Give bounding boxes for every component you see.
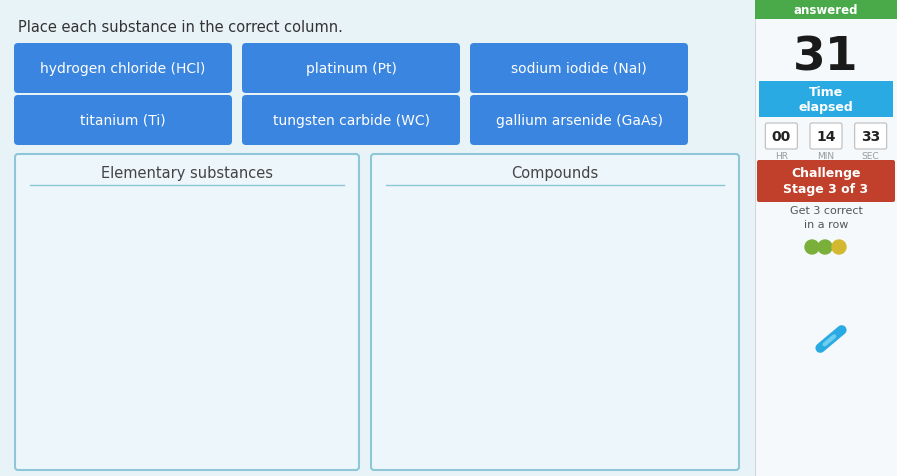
- FancyBboxPatch shape: [470, 96, 688, 146]
- Text: platinum (Pt): platinum (Pt): [306, 62, 396, 76]
- Text: titanium (Ti): titanium (Ti): [80, 114, 166, 128]
- Circle shape: [805, 240, 819, 255]
- Text: Elementary substances: Elementary substances: [101, 166, 273, 181]
- Text: 00: 00: [771, 130, 791, 144]
- FancyBboxPatch shape: [759, 82, 893, 118]
- Text: Compounds: Compounds: [511, 166, 598, 181]
- FancyBboxPatch shape: [14, 44, 232, 94]
- Text: Challenge
Stage 3 of 3: Challenge Stage 3 of 3: [783, 167, 868, 196]
- Text: 33: 33: [861, 130, 880, 144]
- FancyBboxPatch shape: [0, 0, 755, 476]
- Text: HR: HR: [775, 152, 788, 161]
- FancyBboxPatch shape: [371, 155, 739, 470]
- FancyBboxPatch shape: [242, 44, 460, 94]
- Text: gallium arsenide (GaAs): gallium arsenide (GaAs): [495, 114, 663, 128]
- Text: hydrogen chloride (HCl): hydrogen chloride (HCl): [40, 62, 205, 76]
- FancyBboxPatch shape: [757, 161, 895, 203]
- FancyBboxPatch shape: [470, 44, 688, 94]
- Text: MIN: MIN: [817, 152, 834, 161]
- FancyBboxPatch shape: [810, 124, 842, 149]
- Text: 31: 31: [793, 35, 858, 80]
- Text: Get 3 correct
in a row: Get 3 correct in a row: [789, 206, 862, 229]
- Circle shape: [832, 240, 846, 255]
- Text: tungsten carbide (WC): tungsten carbide (WC): [273, 114, 430, 128]
- Circle shape: [818, 240, 832, 255]
- Text: Place each substance in the correct column.: Place each substance in the correct colu…: [18, 20, 343, 35]
- FancyBboxPatch shape: [242, 96, 460, 146]
- Text: SEC: SEC: [862, 152, 879, 161]
- FancyBboxPatch shape: [755, 0, 897, 20]
- Text: sodium iodide (NaI): sodium iodide (NaI): [511, 62, 647, 76]
- FancyBboxPatch shape: [15, 155, 359, 470]
- FancyBboxPatch shape: [14, 96, 232, 146]
- Text: 14: 14: [816, 130, 836, 144]
- Text: answered: answered: [794, 3, 858, 17]
- FancyBboxPatch shape: [765, 124, 797, 149]
- FancyBboxPatch shape: [855, 124, 886, 149]
- Text: Time
elapsed: Time elapsed: [798, 86, 853, 113]
- FancyBboxPatch shape: [755, 0, 897, 476]
